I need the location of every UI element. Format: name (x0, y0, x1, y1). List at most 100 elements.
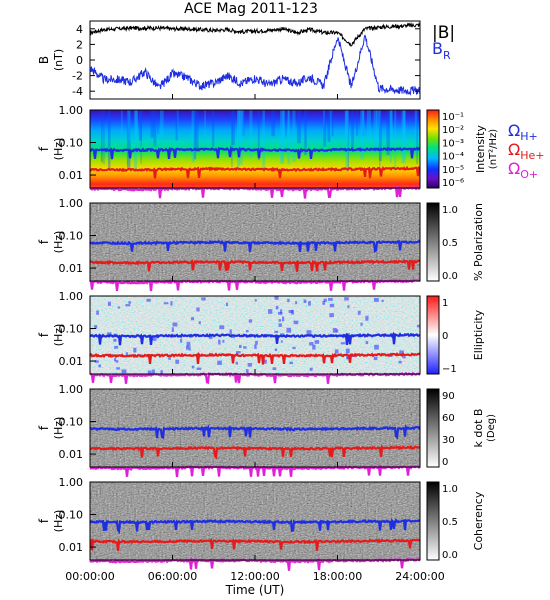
spectrogram-streak (361, 110, 365, 137)
spectrogram-streak (195, 110, 199, 149)
spectrogram-speck (254, 344, 257, 349)
spectrogram-speck (106, 332, 112, 336)
colorbar-kdotb (426, 388, 440, 468)
spectrogram-streak (394, 110, 397, 173)
spectrogram-speck (275, 305, 279, 310)
spectrogram-streak (362, 110, 365, 155)
spectrogram-streak (389, 110, 392, 163)
gyro-frequency-legend: ΩH+ΩHe+ΩO+ (508, 121, 545, 181)
colorbar-tick-label: 1.0 (442, 484, 458, 495)
colorbar-tick-label: 60 (442, 413, 455, 424)
freq-yunit: (Hz) (52, 324, 65, 347)
spectrogram-speck (218, 339, 221, 345)
spectrogram-speck (288, 309, 294, 314)
chart-title: ACE Mag 2011-123 (184, 1, 318, 17)
spectrogram-streak (140, 110, 142, 164)
spectrogram-speck (94, 360, 99, 363)
spectrogram-speck (229, 329, 232, 335)
spectrogram-speck (399, 350, 404, 355)
spectrogram-streak (177, 110, 179, 159)
spectral-panels: 1.000.100.01f (Hz)10⁻¹10⁻²10⁻³10⁻⁴10⁻⁵10⁻… (37, 104, 499, 571)
gyro-line-heplus (89, 537, 421, 551)
spectrogram-speck (381, 299, 384, 302)
spectrogram-speck (357, 310, 361, 315)
freq-ytick-label: 0.10 (59, 323, 84, 336)
spectrogram-speck (329, 313, 334, 318)
gyro-line-heplus (89, 165, 421, 179)
spectrogram-speck (272, 367, 277, 371)
spectrogram-streak (282, 110, 284, 163)
colorbar-ellipticity (426, 295, 440, 375)
spectrogram-speck (170, 301, 173, 306)
spectrogram-streak (360, 110, 364, 160)
spectrogram-speck (274, 330, 279, 333)
colorbar-tick-label: 10⁻⁴ (442, 152, 464, 163)
freq-ytick-label: 0.01 (59, 262, 84, 275)
spectrogram-speck (238, 344, 242, 349)
spectrogram-speck (328, 298, 333, 301)
spectrogram-streak (376, 110, 381, 145)
legend-b-radial-sub: R (443, 49, 451, 62)
spectrogram-speck (289, 361, 293, 365)
b-total-line (89, 21, 421, 47)
colorbar-polarization (426, 202, 440, 282)
colorbar-tick-label: 30 (442, 435, 455, 446)
freq-ytick-label: 1.00 (59, 383, 84, 396)
colorbar-tick-label: 90 (442, 391, 455, 402)
panel-intensity: 1.00 0.10 0.01 f (Hz) 10⁻¹ 10⁻² 10⁻³ 10⁻⁴ 10⁻⁵ 10⁻… (37, 104, 499, 199)
gyro-legend-heplus: ΩHe+ (508, 140, 545, 162)
spectrogram-speck (152, 337, 157, 341)
x-tick-label: 00:00:00 (65, 570, 114, 583)
spectrogram-streak (386, 110, 390, 156)
spectrogram-streak (297, 110, 301, 144)
spectrogram-speck (163, 302, 169, 305)
spectrogram-speck (309, 367, 313, 371)
spectrogram-speck (117, 306, 121, 309)
freq-ylabel: f (37, 146, 51, 151)
colorbar-label-ellipticity: Ellipticity (472, 309, 485, 360)
spectrogram-speck (286, 327, 292, 333)
spectrogram-streak (287, 110, 289, 150)
spectrogram-speck (235, 351, 241, 354)
spectrogram-streak (287, 110, 291, 165)
freq-ytick-label: 0.10 (59, 137, 84, 150)
colorbar-tick-label: −1 (442, 364, 457, 375)
spectrogram-speck (219, 325, 225, 330)
legend-b-radial: BR (432, 39, 451, 62)
spectrogram-speck (171, 327, 174, 333)
spectrogram-speck (335, 329, 339, 333)
colorbar-tick-label: 10⁻⁵ (442, 165, 464, 176)
panel-b-ytick-label: -2 (72, 70, 83, 83)
spectrogram-speck (280, 340, 283, 343)
freq-ytick-label: 1.00 (59, 476, 84, 489)
freq-yunit: (Hz) (52, 231, 65, 254)
spectrogram-streak (331, 110, 334, 137)
spectrogram-streak (285, 110, 287, 137)
spectrogram-speck (245, 369, 249, 373)
spectrogram-streak (271, 110, 276, 137)
freq-ytick-label: 1.00 (59, 290, 84, 303)
colorbar-tick-label: 0.5 (442, 517, 458, 528)
spectrogram-speck (248, 319, 253, 323)
spectrogram-streak (101, 110, 103, 163)
spectrogram-speck (274, 348, 278, 352)
spectrogram-streak (240, 110, 244, 143)
panel-coherency: 1.00 0.10 0.01 f (Hz) 1.0 0.5 0.0 Coherency (37, 476, 485, 571)
freq-ytick-label: 1.00 (59, 104, 84, 117)
legend-b-total: |B| (432, 23, 455, 43)
spectrogram-speck (347, 305, 350, 309)
freq-ylabel: f (37, 239, 51, 244)
colorbar-tick-label: 1.0 (442, 205, 458, 216)
spectrogram-streak (134, 110, 138, 173)
spectrogram-streak (304, 110, 307, 155)
spectrogram-speck (278, 319, 282, 322)
spectrogram-streak (329, 110, 332, 136)
spectrogram-speck (172, 322, 178, 327)
freq-yunit: (Hz) (52, 138, 65, 161)
spectrogram-speck (287, 298, 290, 303)
spectrogram-streak (126, 110, 131, 169)
spectrogram-streak (389, 110, 393, 140)
panel-b-field: 420-2-4 B (nT) |B| BR (37, 20, 455, 100)
colorbar-unit-kdotb: (Deg) (486, 414, 497, 442)
